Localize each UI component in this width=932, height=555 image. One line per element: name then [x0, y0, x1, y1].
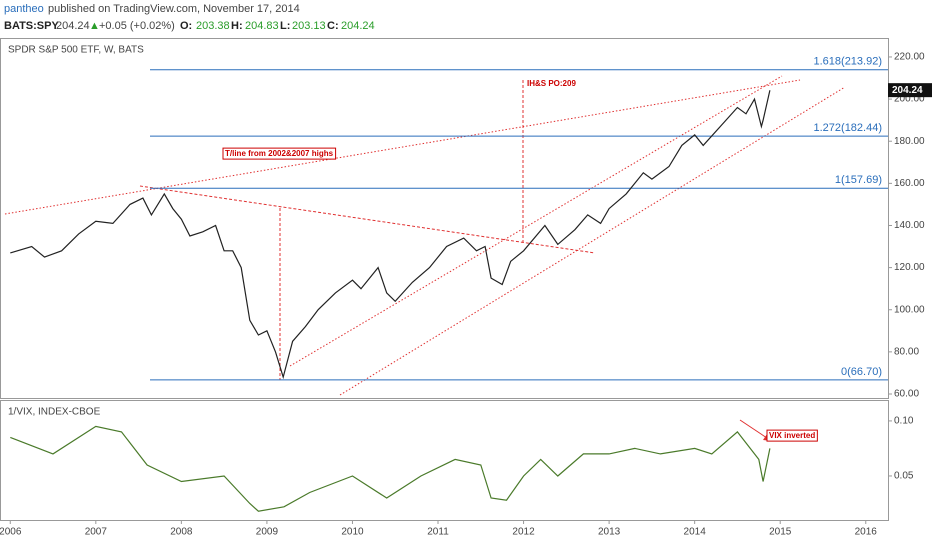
x-tick-label: 2007	[85, 527, 108, 538]
trend-line	[4, 79, 801, 215]
l-label: L:	[280, 20, 290, 32]
symbol: BATS:SPY	[4, 20, 59, 32]
arrow: ▲	[89, 20, 100, 32]
x-tick-label: 2016	[855, 527, 878, 538]
change: +0.05 (+0.02%)	[99, 20, 175, 32]
annotation: T/line from 2002&2007 highs	[225, 149, 334, 158]
level-label: 1.618(213.92)	[814, 56, 883, 68]
x-tick-label: 2010	[341, 527, 364, 538]
level-label: 0(66.70)	[841, 366, 882, 378]
x-tick-label: 2014	[684, 527, 707, 538]
y-tick-label: 80.00	[894, 347, 919, 358]
series-line	[10, 425, 771, 512]
close: 204.24	[341, 20, 375, 32]
series-line	[10, 90, 771, 380]
y-tick-label: 100.00	[894, 304, 925, 315]
y-tick-label: 0.05	[894, 471, 914, 482]
neckline	[139, 185, 596, 254]
y-tick-label: 220.00	[894, 52, 925, 63]
price: 204.24	[56, 20, 90, 32]
high: 204.83	[245, 20, 279, 32]
panel-title: 1/VIX, INDEX-CBOE	[8, 407, 101, 418]
x-tick-label: 2013	[598, 527, 621, 538]
published: published on TradingView.com, November 1…	[48, 3, 300, 15]
trend-lines	[4, 75, 846, 396]
annotation-box	[766, 429, 818, 442]
y-tick-label: 140.00	[894, 220, 925, 231]
user[interactable]: pantheo	[4, 3, 44, 15]
panel-title: SPDR S&P 500 ETF, W, BATS	[8, 45, 144, 56]
x-tick-label: 2012	[512, 527, 535, 538]
open: 203.38	[196, 20, 230, 32]
level-label: 1(157.69)	[835, 174, 882, 186]
channel-upper	[289, 75, 783, 367]
annotation-box	[222, 147, 337, 160]
last-price: 204.24	[892, 85, 923, 96]
arrow-line	[739, 419, 771, 441]
y-tick-label: 120.00	[894, 262, 925, 273]
y-tick-label: 0.10	[894, 416, 914, 427]
price-panel	[0, 38, 889, 399]
x-tick-label: 2008	[170, 527, 193, 538]
vix-panel	[0, 400, 889, 521]
y-tick-label: 160.00	[894, 178, 925, 189]
last-price-box	[888, 83, 932, 98]
annotation: VIX inverted	[769, 431, 815, 440]
level-label: 1.272(182.44)	[814, 122, 883, 134]
x-tick-label: 2011	[427, 527, 449, 538]
y-tick-label: 200.00	[894, 94, 925, 105]
low: 203.13	[292, 20, 326, 32]
x-tick-label: 2006	[0, 527, 22, 538]
o-label: O:	[180, 20, 192, 32]
channel-lower	[339, 86, 846, 396]
y-tick-label: 60.00	[894, 389, 919, 400]
annotation: IH&S PO:209	[527, 79, 576, 88]
c-label: C:	[327, 20, 339, 32]
dashed-lines	[139, 80, 596, 380]
h-label: H:	[231, 20, 243, 32]
x-tick-label: 2015	[769, 527, 792, 538]
x-tick-label: 2009	[256, 527, 279, 538]
y-tick-label: 180.00	[894, 136, 925, 147]
